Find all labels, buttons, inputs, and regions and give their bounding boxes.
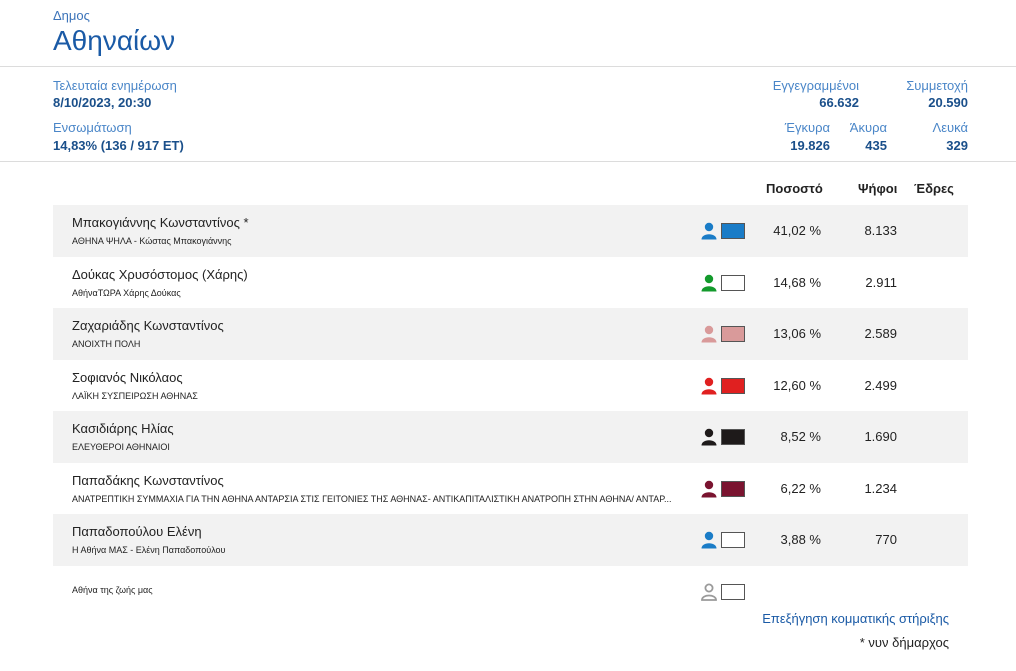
votes-value: 2.589 [864,326,897,341]
turnout-value: 20.590 [928,95,968,110]
valid-value: 19.826 [790,138,830,153]
blank-label: Λευκά [932,120,968,135]
party-support-explanation-link[interactable]: Επεξήγηση κομματικής στήριξης [762,611,949,626]
page-title: Αθηναίων [53,25,176,56]
votes-value: 1.234 [864,480,897,496]
party-color-swatch [721,274,745,291]
table-row: Κασιδιάρης Ηλίας ΕΛΕΥΘΕΡΟΙ ΑΘΗΝΑΙΟΙ 8,52 %… [53,411,968,463]
candidate-name: Παπαδάκης Κωνσταντίνος [72,472,224,488]
column-header-votes: Ψήφοι [858,181,898,196]
percent-value: 6,22 % [780,480,821,496]
invalid-value: 435 [865,138,887,153]
percent-value: 14,68 % [773,274,821,290]
table-row: Παπαδάκης Κωνσταντίνος ΑΝΑΤΡΕΠΤΙΚΗ ΣΥΜΜΑΧ… [53,463,968,515]
last-update-label: Τελευταία ενημέρωση [53,78,177,93]
candidate-name: Ζαχαριάδης Κωνσταντίνος [72,318,224,333]
party-name: ΑΘΗΝΑ ΨΗΛΑ - Κώστας Μπακογιάννης [72,236,232,246]
candidate-name: Σοφιανός Νικόλαος [72,369,183,385]
turnout-label: Συμμετοχή [906,78,968,93]
municipality-kicker: Δημος [53,8,90,23]
votes-value: 8.133 [864,223,897,238]
divider-stats [0,161,1016,162]
votes-value: 2.499 [864,377,897,393]
person-icon [700,531,718,549]
party-name: ΑΝΟΙΧΤΗ ΠΟΛΗ [72,339,141,349]
invalid-label: Άκυρα [849,120,887,135]
candidate-name: Παπαδοπούλου Ελένη [72,524,202,539]
party-name: ΑΝΑΤΡΕΠΤΙΚΗ ΣΥΜΜΑΧΙΑ ΓΙΑ ΤΗΝ ΑΘΗΝΑ ΑΝΤΑΡ… [72,493,672,504]
party-color-swatch [721,480,745,497]
person-icon [700,325,718,343]
results-table: Μπακογιάννης Κωνσταντίνος * ΑΘΗΝΑ ΨΗΛΑ - … [53,205,968,617]
table-row: Αθήνα της ζωής μας [53,566,968,618]
incumbent-mayor-note: * νυν δήμαρχος [859,635,949,650]
party-color-swatch [721,429,745,445]
registered-label: Εγγεγραμμένοι [772,78,859,93]
table-row: Σοφιανός Νικόλαος ΛΑΪΚΗ ΣΥΣΠΕΙΡΩΣΗ ΑΘΗΝΑΣ… [53,360,968,412]
percent-value: 3,88 % [780,532,821,547]
registered-value: 66.632 [819,95,859,110]
column-header-seats: Έδρες [914,181,954,196]
column-header-percent: Ποσοστό [766,181,823,196]
valid-label: Έγκυρα [784,120,830,135]
blank-value: 329 [946,138,968,153]
candidate-name: Δούκας Χρυσόστομος (Χάρης) [72,266,248,282]
person-icon [700,222,718,240]
table-row: Μπακογιάννης Κωνσταντίνος * ΑΘΗΝΑ ΨΗΛΑ - … [53,205,968,257]
person-icon [700,480,718,498]
party-color-swatch [721,583,745,600]
table-row: Δούκας Χρυσόστομος (Χάρης) ΑθήναΤΩΡΑ Χάρη… [53,257,968,309]
incorporation-label: Ενσωμάτωση [53,120,132,135]
votes-value: 2.911 [865,274,897,290]
incorporation-value: 14,83% (136 / 917 ΕΤ) [53,138,184,153]
party-color-swatch [721,532,745,548]
page-header: Δημος Αθηναίων [53,8,175,57]
party-color-swatch [721,223,745,239]
votes-value: 770 [875,532,897,547]
percent-value: 8,52 % [780,429,821,444]
person-icon [700,377,718,395]
table-row: Παπαδοπούλου Ελένη Η Αθήνα ΜΑΣ - Ελένη Πα… [53,514,968,566]
person-icon [700,274,718,292]
last-update-value: 8/10/2023, 20:30 [53,95,152,110]
percent-value: 12,60 % [773,377,821,393]
party-name: ΕΛΕΥΘΕΡΟΙ ΑΘΗΝΑΙΟΙ [72,442,170,452]
votes-value: 1.690 [864,429,897,444]
table-row: Ζαχαριάδης Κωνσταντίνος ΑΝΟΙΧΤΗ ΠΟΛΗ 13,06… [53,308,968,360]
party-name: Η Αθήνα ΜΑΣ - Ελένη Παπαδοπούλου [72,545,226,555]
candidate-name: Κασιδιάρης Ηλίας [72,421,174,436]
percent-value: 13,06 % [773,326,821,341]
person-icon [700,583,718,601]
percent-value: 41,02 % [773,223,821,238]
party-name: ΛΑΪΚΗ ΣΥΣΠΕΙΡΩΣΗ ΑΘΗΝΑΣ [72,390,198,401]
party-color-swatch [721,377,745,394]
divider-top [0,66,1016,67]
party-name: Αθήνα της ζωής μας [72,584,153,595]
candidate-name: Μπακογιάννης Κωνσταντίνος * [72,215,249,230]
party-name: ΑθήναΤΩΡΑ Χάρης Δούκας [72,287,181,298]
person-icon [700,428,718,446]
party-color-swatch [721,326,745,342]
